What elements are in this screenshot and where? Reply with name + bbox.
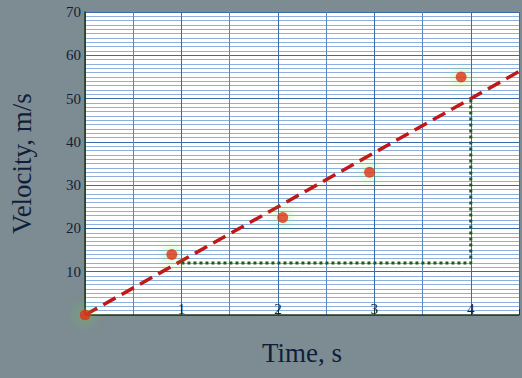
svg-text:Velocity, m/s: Velocity, m/s	[7, 93, 37, 234]
svg-text:30: 30	[66, 177, 81, 193]
svg-text:2: 2	[274, 301, 282, 317]
svg-text:40: 40	[66, 134, 81, 150]
svg-text:Time, s: Time, s	[262, 338, 342, 368]
svg-text:70: 70	[66, 4, 81, 20]
svg-text:10: 10	[66, 264, 81, 280]
svg-text:20: 20	[66, 220, 81, 236]
svg-text:1: 1	[178, 301, 186, 317]
svg-text:3: 3	[371, 301, 379, 317]
svg-text:50: 50	[66, 91, 81, 107]
svg-text:60: 60	[66, 47, 81, 63]
svg-text:4: 4	[467, 301, 475, 317]
